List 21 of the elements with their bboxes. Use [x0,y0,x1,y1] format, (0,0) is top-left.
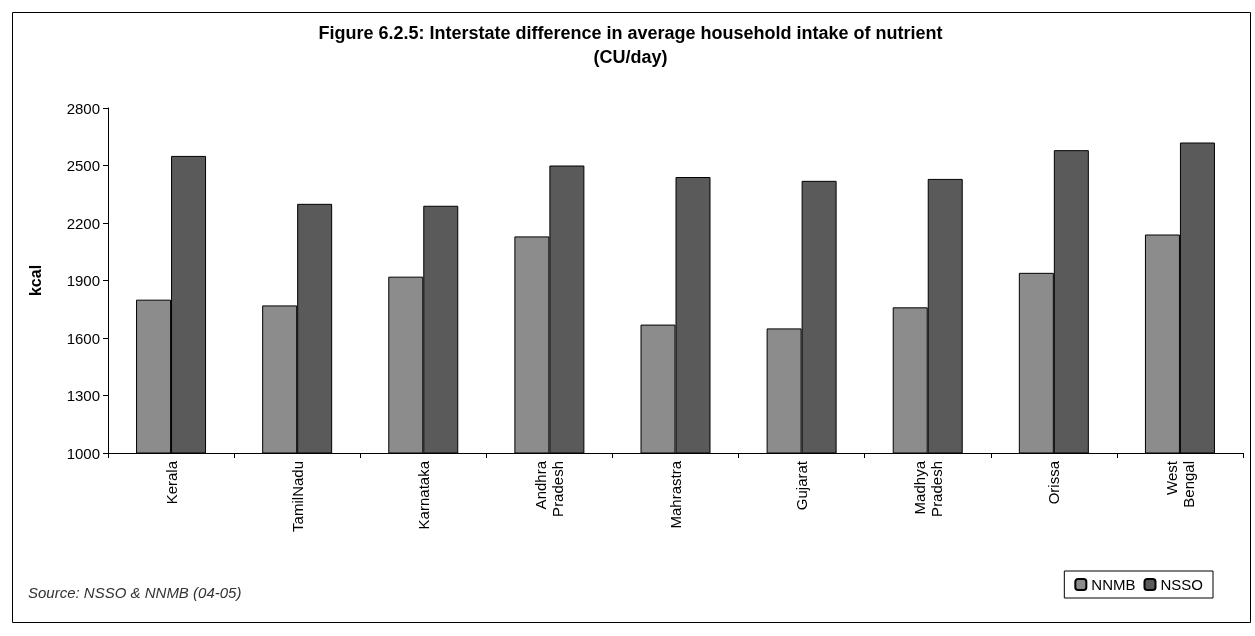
y-tick-label: 2200 [66,214,100,232]
x-tick-label: Gujarat [793,460,811,511]
y-tick-label: 2500 [66,157,100,174]
x-tick-label: Madhya Pradesh [910,460,945,517]
x-tick-label: Kerala [162,460,180,505]
x-tick-label: Karnataka [414,460,432,530]
x-tick-label: Andhra Pradesh [532,460,567,517]
y-axis-title: kcal [26,264,44,297]
y-tick-label: 1900 [66,272,100,289]
legend-label: NNMB [1091,576,1136,593]
y-tick-label: 1300 [66,387,100,404]
chart-title: Figure 6.2.5: Interstate difference in average household intake of nutrient (CU/day) [318,23,943,67]
x-tick-label: Mahrastra [667,460,684,529]
x-tick-label: TamilNadu [288,461,306,532]
y-tick-label: 1000 [66,444,100,462]
source-note: Source: NSSO & NNMB (04-05) [28,584,242,601]
x-tick-label: West Bengal [1162,460,1197,508]
y-tick-label: 1600 [66,329,100,347]
x-tick-label: Orissa [1045,460,1063,505]
y-tick-label: 2800 [66,99,100,117]
legend-label: NSSO [1160,576,1204,593]
